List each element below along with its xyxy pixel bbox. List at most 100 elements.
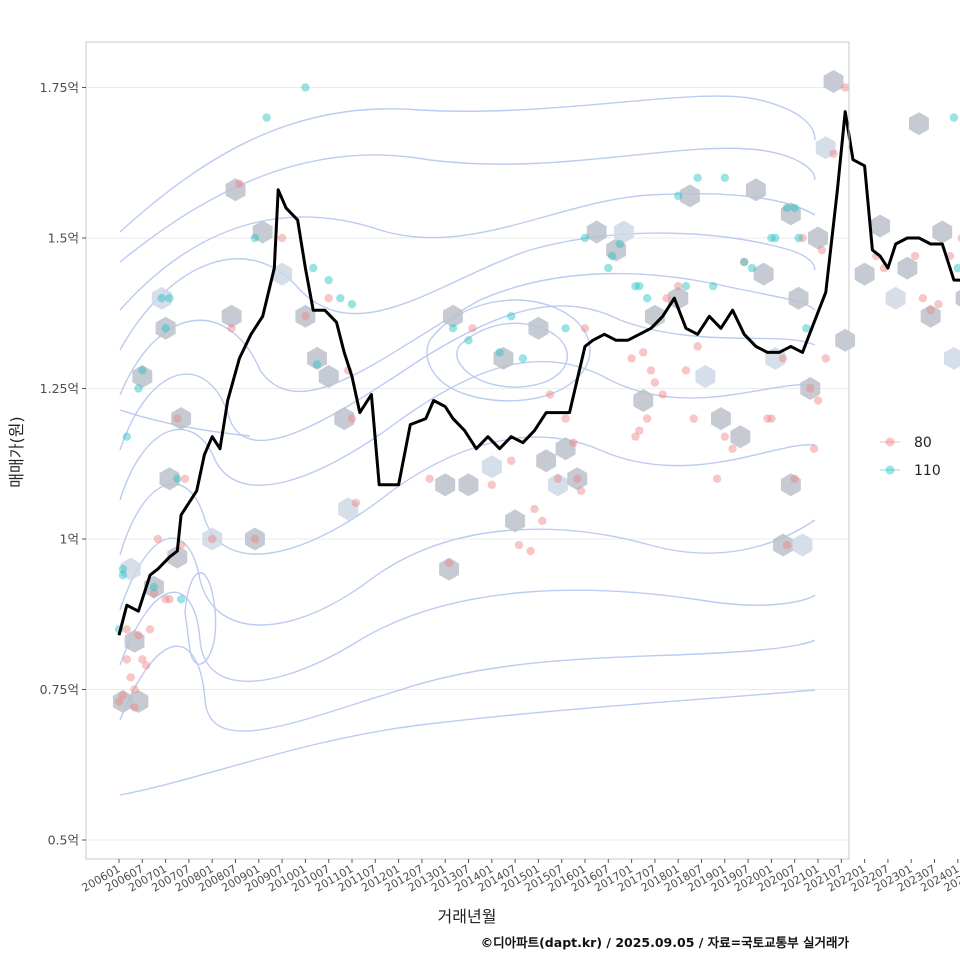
hexbin-cell xyxy=(808,226,828,250)
y-axis: 0.5억 0.75억 1억 1.25억 1.5억 1.75억 xyxy=(40,80,86,848)
hexbin-cell xyxy=(792,533,813,557)
hexbin-cell xyxy=(458,473,479,497)
scatter-point-80 xyxy=(301,312,310,321)
scatter-point-80 xyxy=(118,691,128,700)
scatter-point-110 xyxy=(771,233,780,243)
hexbin-cell xyxy=(800,377,821,400)
scatter-point-80 xyxy=(507,456,516,465)
scatter-point-110 xyxy=(495,348,504,357)
scatter-point-80 xyxy=(817,245,827,255)
scatter-point-110 xyxy=(681,281,691,291)
scatter-point-80 xyxy=(778,354,788,363)
scatter-point-110 xyxy=(165,294,174,303)
x-axis-title: 거래년월 xyxy=(438,907,497,926)
hexbin-cell xyxy=(909,112,929,136)
hexbin-cell xyxy=(567,467,588,491)
scatter-point-80 xyxy=(487,480,496,490)
scatter-point-80 xyxy=(145,625,155,634)
scatter-point-110 xyxy=(301,83,310,92)
density-contour xyxy=(119,272,816,396)
scatter-point-80 xyxy=(934,300,943,309)
scatter-point-80 xyxy=(425,474,434,483)
hexbin-cell xyxy=(955,289,960,307)
hexbin-cell xyxy=(435,473,456,497)
scatter-point-80 xyxy=(561,414,570,423)
hexbin-cell xyxy=(443,304,463,328)
scatter-point-110 xyxy=(118,570,128,580)
density-contour xyxy=(456,322,568,388)
scatter-point-80 xyxy=(674,281,683,291)
scatter-point-80 xyxy=(347,414,357,423)
hexbin-cell xyxy=(780,202,801,226)
density-contour xyxy=(119,519,816,626)
scatter-point-110 xyxy=(134,384,143,393)
legend-label: 80 xyxy=(914,435,932,451)
hexbin-cell xyxy=(272,262,293,286)
scatter-point-110 xyxy=(250,233,260,243)
scatter-point-110 xyxy=(173,474,182,483)
scatter-point-110 xyxy=(580,233,590,243)
density-contour xyxy=(119,147,816,263)
scatter-point-80 xyxy=(720,432,729,441)
scatter-point-110 xyxy=(118,564,128,574)
scatter-point-80 xyxy=(514,540,524,550)
hexbin-cell xyxy=(644,304,665,328)
hexbin-cell xyxy=(695,365,716,388)
scatter-point-80 xyxy=(180,474,190,483)
scatter-point-80 xyxy=(130,685,139,694)
scatter-point-80 xyxy=(545,390,555,399)
scatter-point-110 xyxy=(794,233,803,243)
scatter-point-80 xyxy=(821,354,830,363)
hexbin-cell xyxy=(334,407,355,431)
hexbin-cell xyxy=(159,467,180,491)
scatter-point-110 xyxy=(176,595,186,604)
scatter-point-80 xyxy=(790,474,799,483)
scatter-point-80 xyxy=(635,426,644,435)
hexbin-cell xyxy=(318,365,339,388)
scatter-point-110 xyxy=(740,257,749,267)
scatter-point-110 xyxy=(149,582,159,592)
hexbin-cell xyxy=(202,527,223,551)
hexbin-cell xyxy=(555,437,576,461)
scatter-point-80 xyxy=(134,631,143,640)
hexbin-cell xyxy=(221,304,242,328)
density-contour xyxy=(119,232,816,351)
scatter-point-80 xyxy=(553,474,563,483)
y-tick-label: 1.75억 xyxy=(40,80,79,95)
hexbin-cell xyxy=(528,316,549,340)
scatter-point-80 xyxy=(138,655,147,664)
scatter-point-80 xyxy=(681,366,691,375)
hexbin-cell xyxy=(225,178,246,202)
scatter-point-80 xyxy=(526,546,535,556)
scatter-point-80 xyxy=(926,306,935,315)
scatter-point-80 xyxy=(126,673,135,682)
scatter-point-80 xyxy=(165,595,174,604)
density-contour xyxy=(119,305,816,451)
y-tick-label: 0.5억 xyxy=(48,833,79,848)
scatter-point-80 xyxy=(782,540,792,550)
hexbin-cell xyxy=(679,184,700,208)
scatter-point-80 xyxy=(813,396,823,405)
scatter-point-110 xyxy=(138,366,147,375)
scatter-point-110 xyxy=(507,312,516,321)
scatter-point-110 xyxy=(161,324,170,333)
density-contour xyxy=(184,572,217,665)
scatter-point-110 xyxy=(464,336,473,345)
scatter-point-80 xyxy=(627,354,636,363)
scatter-point-80 xyxy=(798,233,807,243)
scatter-point-110 xyxy=(607,251,617,261)
hexbin-cell xyxy=(252,220,273,244)
scatter-point-80 xyxy=(658,390,667,399)
scatter-point-80 xyxy=(957,234,960,242)
scatter-point-110 xyxy=(642,294,652,303)
hexbin-cell xyxy=(897,256,918,280)
scatter-point-110 xyxy=(312,360,322,369)
scatter-point-80 xyxy=(161,595,170,604)
scatter-point-80 xyxy=(728,444,737,453)
scatter-point-80 xyxy=(324,294,333,303)
scatter-point-80 xyxy=(918,294,928,303)
hexbin-cell xyxy=(711,407,731,431)
scatter-point-80 xyxy=(468,324,477,333)
density-contour xyxy=(119,689,816,796)
